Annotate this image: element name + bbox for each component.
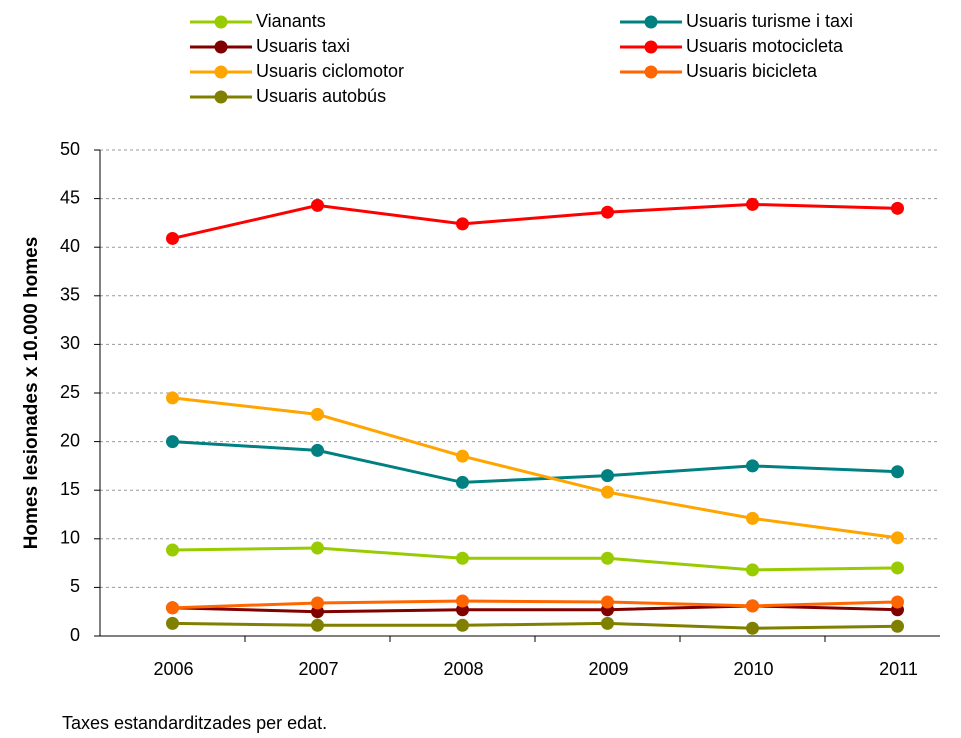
point bbox=[456, 594, 469, 608]
x-tick-label: 2008 bbox=[443, 659, 483, 679]
point bbox=[746, 511, 759, 525]
point bbox=[746, 599, 759, 613]
point bbox=[166, 543, 179, 557]
legend-marker bbox=[214, 65, 228, 79]
point bbox=[891, 595, 904, 609]
point bbox=[891, 531, 904, 545]
x-tick-label: 2006 bbox=[153, 659, 193, 679]
series-line bbox=[172, 396, 898, 540]
series-line bbox=[172, 440, 898, 484]
point bbox=[311, 618, 324, 632]
x-tick-label: 2010 bbox=[733, 659, 773, 679]
point bbox=[456, 475, 469, 489]
point bbox=[456, 449, 469, 463]
series-line bbox=[172, 202, 898, 240]
footnote: Taxes estandarditzades per edat. bbox=[62, 713, 327, 733]
point bbox=[601, 485, 614, 499]
point bbox=[601, 551, 614, 565]
y-tick-label: 45 bbox=[60, 187, 80, 207]
y-tick-label: 40 bbox=[60, 236, 80, 256]
point bbox=[601, 616, 614, 630]
y-tick-label: 0 bbox=[70, 625, 80, 645]
x-tick-label: 2011 bbox=[879, 659, 918, 679]
legend-marker bbox=[214, 90, 228, 104]
legend-label: Usuaris ciclomotor bbox=[256, 61, 404, 81]
y-tick-label: 5 bbox=[70, 576, 80, 596]
point bbox=[891, 201, 904, 215]
point bbox=[746, 197, 759, 211]
legend-marker bbox=[644, 15, 658, 29]
legend-label: Usuaris bicicleta bbox=[686, 61, 818, 81]
legend-label: Usuaris autobús bbox=[256, 86, 386, 106]
point bbox=[166, 601, 179, 615]
point bbox=[746, 459, 759, 473]
point bbox=[311, 596, 324, 610]
legend-label: Usuaris turisme i taxi bbox=[686, 11, 853, 31]
point bbox=[601, 469, 614, 483]
series-line bbox=[172, 599, 898, 610]
legend-marker bbox=[644, 40, 658, 54]
x-tick-label: 2009 bbox=[588, 659, 628, 679]
legend-label: Vianants bbox=[256, 11, 326, 31]
point bbox=[891, 465, 904, 479]
point bbox=[166, 616, 179, 630]
point bbox=[746, 563, 759, 577]
legend-marker bbox=[214, 15, 228, 29]
point bbox=[311, 198, 324, 212]
point bbox=[891, 619, 904, 633]
y-tick-label: 15 bbox=[60, 479, 80, 499]
y-tick-label: 30 bbox=[60, 333, 80, 353]
point bbox=[166, 231, 179, 245]
y-tick-label: 35 bbox=[60, 285, 80, 305]
legend-label: Usuaris motocicleta bbox=[686, 36, 844, 56]
y-tick-label: 10 bbox=[60, 528, 80, 548]
legend-label: Usuaris taxi bbox=[256, 36, 350, 56]
point bbox=[311, 443, 324, 457]
point bbox=[166, 435, 179, 449]
point bbox=[456, 217, 469, 231]
point bbox=[311, 407, 324, 421]
series-line bbox=[172, 604, 898, 614]
point bbox=[166, 391, 179, 405]
point bbox=[456, 551, 469, 565]
point bbox=[456, 618, 469, 632]
series-line bbox=[172, 546, 898, 572]
point bbox=[311, 541, 324, 555]
point bbox=[601, 595, 614, 609]
point bbox=[891, 561, 904, 575]
x-tick-label: 2007 bbox=[298, 659, 338, 679]
y-tick-label: 25 bbox=[60, 382, 80, 402]
legend-marker bbox=[644, 65, 658, 79]
y-tick-label: 20 bbox=[60, 430, 80, 450]
legend-marker bbox=[214, 40, 228, 54]
y-tick-label: 50 bbox=[60, 139, 80, 159]
point bbox=[746, 621, 759, 635]
series-line bbox=[172, 621, 898, 630]
point bbox=[601, 205, 614, 219]
y-axis-label: Homes lesionades x 10.000 homes bbox=[21, 237, 42, 550]
